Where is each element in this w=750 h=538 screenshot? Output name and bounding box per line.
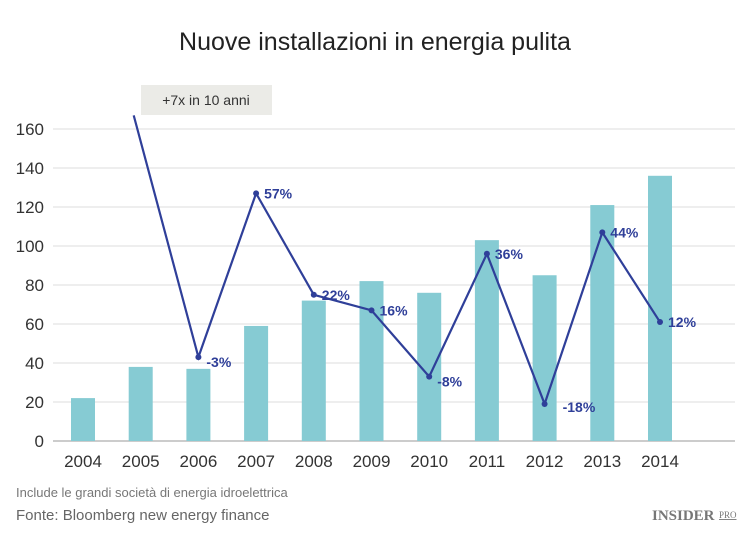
data-label: 12% <box>668 314 697 330</box>
line-point <box>599 229 606 236</box>
y-tick-label: 0 <box>35 432 44 451</box>
y-tick-label: 120 <box>16 198 44 217</box>
line-point <box>310 291 317 298</box>
x-tick-label: 2014 <box>641 452 679 471</box>
x-tick-label: 2005 <box>122 452 160 471</box>
bar <box>244 325 269 441</box>
bar <box>71 398 95 441</box>
annotation-box <box>141 85 272 115</box>
bar <box>128 366 153 441</box>
x-tick-label: 2010 <box>410 452 448 471</box>
line-point <box>426 373 433 380</box>
data-label: 36% <box>495 246 524 262</box>
line-point <box>195 354 202 361</box>
x-tick-label: 2007 <box>237 452 275 471</box>
annotation-text: +7x in 10 anni <box>162 92 250 108</box>
x-tick-label: 2012 <box>526 452 564 471</box>
logo-text: INSIDER <box>652 508 715 524</box>
data-label: -18% <box>563 399 596 415</box>
data-label: 57% <box>264 185 293 201</box>
logo-sup: PRO <box>719 510 737 520</box>
data-label: 22% <box>322 287 351 303</box>
line-point <box>541 400 548 407</box>
x-tick-label: 2008 <box>295 452 333 471</box>
data-label: -8% <box>437 374 462 390</box>
data-label: 16% <box>380 302 409 318</box>
y-tick-label: 20 <box>25 393 44 412</box>
insider-logo: INSIDER PRO <box>652 508 737 524</box>
y-tick-label: 100 <box>16 237 44 256</box>
x-tick-label: 2009 <box>353 452 391 471</box>
growth-line <box>132 115 661 408</box>
bar <box>532 275 557 441</box>
line-point <box>253 190 260 197</box>
y-tick-label: 40 <box>25 354 44 373</box>
footnote: Include le grandi società di energia idr… <box>16 485 288 500</box>
y-tick-label: 80 <box>25 276 44 295</box>
line-point <box>657 319 663 326</box>
bar <box>301 300 326 441</box>
y-tick-label: 60 <box>25 315 44 334</box>
x-tick-label: 2006 <box>179 452 217 471</box>
data-label: -3% <box>206 354 231 370</box>
x-tick-label: 2013 <box>583 452 621 471</box>
y-tick-label: 140 <box>16 159 44 178</box>
line-point <box>368 307 375 314</box>
source: Fonte: Bloomberg new energy finance <box>16 507 269 524</box>
x-tick-label: 2004 <box>64 452 102 471</box>
bar <box>186 368 211 441</box>
y-tick-label: 160 <box>16 120 44 139</box>
data-label: 44% <box>610 224 639 240</box>
x-tick-label: 2011 <box>469 452 506 471</box>
line-point <box>483 250 490 257</box>
chart-title: Nuove installazioni in energia pulita <box>179 28 571 56</box>
